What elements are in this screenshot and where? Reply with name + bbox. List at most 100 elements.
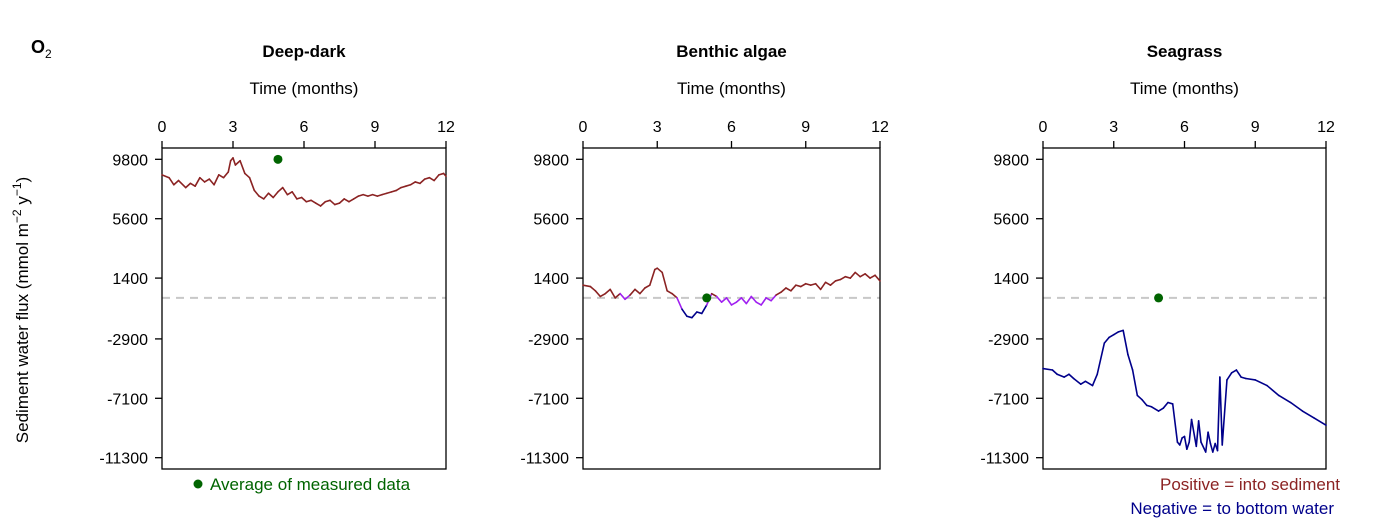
flux-line-segment bbox=[1188, 418, 1193, 443]
flux-line-segment bbox=[343, 198, 350, 203]
y-axis-label: Sediment water flux (mmol m−2 y−1) bbox=[10, 177, 32, 443]
species-symbol: O bbox=[31, 37, 45, 57]
flux-line-segment bbox=[1091, 373, 1099, 387]
flux-line-segment bbox=[839, 275, 847, 281]
y-tick-label: 1400 bbox=[993, 271, 1029, 288]
flux-line-segment bbox=[161, 174, 170, 179]
flux-line-segment bbox=[367, 193, 374, 197]
flux-line-segment bbox=[194, 176, 201, 187]
y-tick-label: -11300 bbox=[980, 451, 1029, 468]
flux-line-segment bbox=[442, 172, 447, 178]
flux-line-segment bbox=[795, 284, 802, 288]
x-tick-label: 12 bbox=[437, 119, 455, 136]
x-tick-label: 0 bbox=[158, 119, 167, 136]
flux-line-segment bbox=[809, 282, 817, 286]
flux-line-segment bbox=[1221, 379, 1228, 446]
flux-line-segment bbox=[1245, 377, 1257, 381]
flux-line-segment bbox=[1240, 376, 1247, 380]
flux-line-segment bbox=[599, 292, 607, 298]
flux-line-segment bbox=[1301, 410, 1316, 419]
flux-line-segment bbox=[1197, 420, 1202, 443]
y-tick-label: -7100 bbox=[988, 391, 1029, 408]
flux-line-segment bbox=[1289, 401, 1304, 412]
flux-line-segment bbox=[1145, 404, 1153, 408]
flux-line-segment bbox=[629, 288, 636, 296]
plot-frame bbox=[1042, 147, 1327, 470]
flux-line-segment bbox=[319, 200, 327, 207]
flux-line-segment bbox=[333, 202, 341, 206]
flux-line-segment bbox=[244, 172, 251, 179]
y-axis-label-exp1: −2 bbox=[10, 209, 24, 223]
flux-line-segment bbox=[1063, 373, 1070, 378]
y-tick-label: -7100 bbox=[528, 391, 569, 408]
flux-line-segment bbox=[1235, 369, 1242, 378]
flux-line-segment bbox=[177, 179, 187, 189]
flux-line-segment bbox=[386, 191, 393, 195]
flux-line-segment bbox=[785, 287, 792, 292]
flux-line-segment bbox=[267, 192, 275, 199]
flux-line-segment bbox=[1084, 380, 1094, 387]
flux-line-segment bbox=[1186, 441, 1191, 451]
x-tick-label: 12 bbox=[871, 119, 889, 136]
flux-line-segment bbox=[232, 157, 237, 166]
x-tick-label: 6 bbox=[727, 119, 736, 136]
flux-line-segment bbox=[184, 182, 192, 189]
flux-line-segment bbox=[218, 174, 225, 179]
negative-note: Negative = to bottom water bbox=[1130, 499, 1334, 518]
measured-average-point bbox=[273, 154, 283, 164]
flux-line-segment bbox=[1230, 369, 1238, 374]
x-axis-label: Time (months) bbox=[1130, 79, 1239, 98]
flux-line-segment bbox=[1278, 394, 1292, 404]
flux-line-segment bbox=[414, 181, 421, 185]
flux-line-segment bbox=[770, 294, 777, 302]
y-tick-label: 9800 bbox=[533, 152, 569, 169]
flux-line-segment bbox=[686, 315, 693, 319]
y-tick-label: -2900 bbox=[107, 332, 148, 349]
flux-line-segment bbox=[1204, 431, 1209, 453]
flux-line-segment bbox=[208, 178, 215, 186]
y-tick-label: -2900 bbox=[988, 332, 1029, 349]
flux-line-segment bbox=[203, 178, 211, 183]
flux-line-segment bbox=[291, 191, 298, 200]
flux-line-segment bbox=[400, 185, 407, 189]
panel-title: Seagrass bbox=[1147, 42, 1223, 61]
flux-line-segment bbox=[376, 193, 383, 197]
flux-line-segment bbox=[609, 288, 616, 299]
flux-line-segment bbox=[1108, 333, 1115, 339]
flux-line-segment bbox=[849, 271, 857, 279]
flux-line-segment bbox=[1122, 329, 1129, 356]
flux-line-segment bbox=[671, 292, 678, 299]
flux-line-segment bbox=[1112, 331, 1120, 336]
flux-line-segment bbox=[1141, 398, 1148, 407]
flux-line-segment bbox=[1131, 369, 1139, 397]
x-tick-label: 0 bbox=[579, 119, 588, 136]
flux-line-segment bbox=[324, 199, 331, 203]
flux-line-segment bbox=[433, 174, 440, 182]
y-axis-label-main: Sediment water flux (mmol m bbox=[13, 223, 32, 443]
y-tick-label: -7100 bbox=[107, 391, 148, 408]
flux-line-segment bbox=[262, 192, 270, 200]
flux-line-segment bbox=[1167, 401, 1174, 405]
flux-line-segment bbox=[1178, 437, 1183, 446]
flux-line-segment bbox=[854, 271, 862, 278]
flux-line-segment bbox=[589, 285, 597, 292]
x-tick-label: 9 bbox=[1251, 119, 1260, 136]
flux-line-segment bbox=[362, 193, 369, 197]
flux-line-segment bbox=[239, 159, 246, 175]
x-axis-label: Time (months) bbox=[250, 79, 359, 98]
flux-line-segment bbox=[213, 174, 220, 186]
y-axis-label-exp2: −1 bbox=[10, 182, 24, 196]
y-axis-label-mid: y bbox=[13, 196, 32, 210]
flux-line-segment bbox=[1150, 405, 1160, 412]
panel-deep-dark: Deep-dark Time (months) 0 3 6 9 12 9800 5600 1400… bbox=[99, 42, 455, 470]
flux-line-segment bbox=[604, 288, 612, 295]
panel-title: Benthic algae bbox=[676, 42, 787, 61]
panel-title: Deep-dark bbox=[262, 42, 346, 61]
y-tick-label: 9800 bbox=[993, 152, 1029, 169]
plot-frame bbox=[582, 147, 881, 470]
measured-legend-label: Average of measured data bbox=[210, 475, 411, 494]
flux-line-segment bbox=[834, 278, 842, 282]
flux-line-segment bbox=[310, 199, 317, 204]
flux-line-segment bbox=[199, 176, 206, 183]
flux-line-segment bbox=[348, 198, 355, 203]
